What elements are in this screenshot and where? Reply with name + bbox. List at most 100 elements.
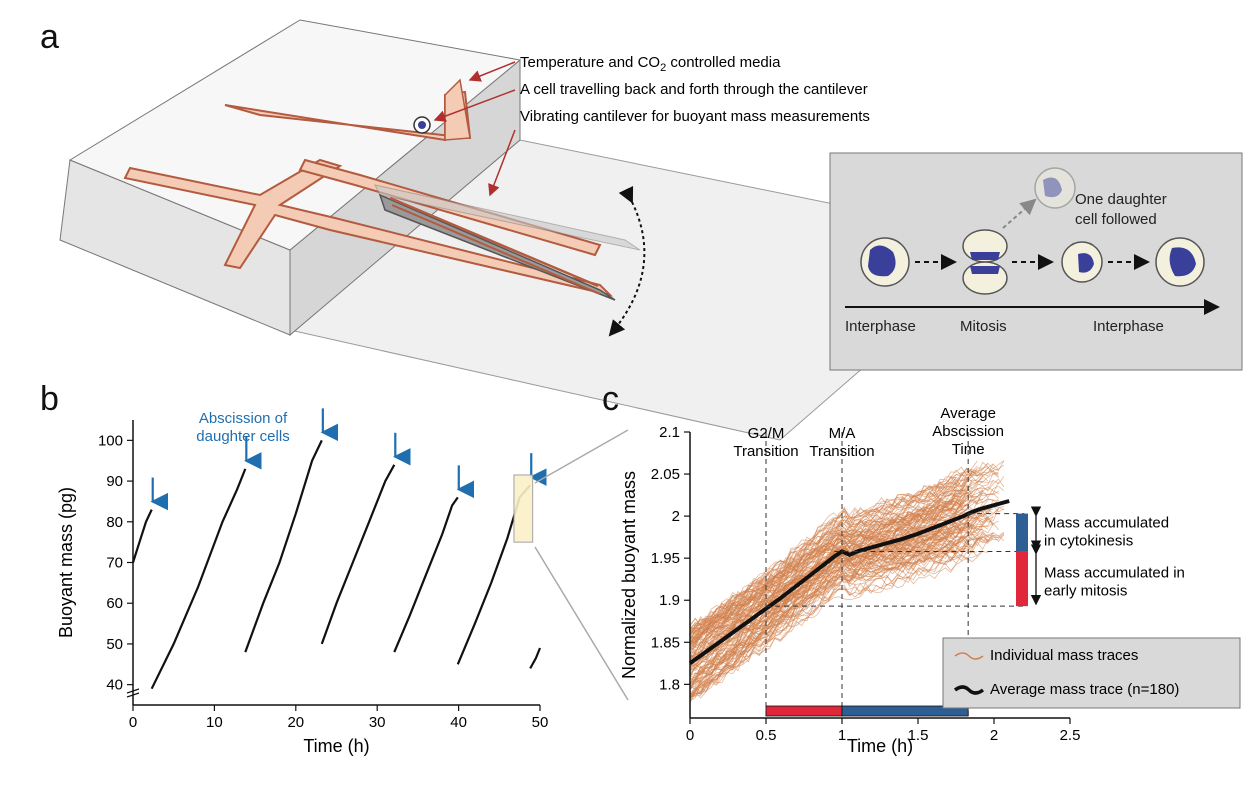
zoom-connector — [513, 429, 629, 701]
c-individual-trace — [689, 467, 999, 630]
c-individual-trace — [689, 499, 967, 643]
mitosis-cell — [962, 229, 1008, 295]
c-x-tick-label: 1.5 — [908, 727, 929, 744]
inset-caption-2: cell followed — [1075, 211, 1157, 228]
c-phase-bar-cytokinesis — [841, 705, 969, 717]
c-legend-individual-label: Individual mass traces — [990, 647, 1138, 664]
c-y-axis-label: Normalized buoyant mass — [619, 471, 639, 679]
c-y-tick-label: 1.8 — [659, 676, 680, 693]
c-early-mitosis-label-2: early mitosis — [1044, 582, 1127, 599]
phase-label-interphase-1: Interphase — [845, 318, 916, 335]
c-cytokinesis-label-2: in cytokinesis — [1044, 533, 1133, 550]
c-legend-average-swatch — [953, 685, 985, 695]
c-early-mitosis-label-1: Mass accumulated in — [1044, 564, 1185, 581]
c-individual-trace — [689, 505, 967, 651]
b-x-tick-label: 20 — [287, 714, 304, 731]
c-cytokinesis-label-1: Mass accumulated — [1044, 515, 1169, 532]
c-early-mitosis-bar — [1016, 551, 1028, 607]
c-x-tick-label: 2 — [990, 727, 998, 744]
c-average-trace — [688, 499, 1010, 665]
c-individual-trace — [689, 551, 978, 697]
c-legend: Individual mass traces Average mass trace… — [942, 637, 1241, 709]
b-mass-trace — [529, 647, 542, 669]
c-phase-label: Average — [940, 405, 996, 422]
b-y-tick-label: 80 — [106, 514, 123, 531]
c-individual-trace — [689, 508, 967, 688]
phase-label-interphase-2: Interphase — [1093, 318, 1164, 335]
c-individual-traces — [689, 460, 1005, 704]
b-mass-trace — [131, 509, 153, 563]
c-individual-trace — [689, 492, 983, 699]
c-x-tick-label: 0.5 — [756, 727, 777, 744]
c-x-tick-label: 2.5 — [1060, 727, 1081, 744]
b-y-axis-label: Buoyant mass (pg) — [56, 487, 76, 638]
c-cytokinesis-bar — [1016, 513, 1028, 552]
c-phase-label: Time — [952, 441, 985, 458]
c-x-tick-label: 0 — [686, 727, 694, 744]
c-y-tick-label: 1.9 — [659, 592, 680, 609]
b-y-tick-label: 50 — [106, 636, 123, 653]
panel-letter-c: c — [602, 380, 619, 418]
phase-label-mitosis: Mitosis — [960, 318, 1007, 335]
b-x-axis-label: Time (h) — [303, 736, 369, 756]
c-phase-label: Abscission — [932, 423, 1004, 440]
daughter-cell — [1061, 241, 1103, 283]
b-x-tick-label: 50 — [532, 714, 549, 731]
label-cantilever: Vibrating cantilever for buoyant mass me… — [520, 108, 870, 125]
lost-daughter-cell — [1034, 167, 1076, 209]
label-media: Temperature and CO2 controlled media — [520, 54, 781, 74]
c-individual-trace — [689, 551, 957, 667]
chart-b: 0 10 20 30 40 50 40 50 60 70 80 90 100 Abscission ofd… — [56, 408, 548, 756]
c-phase-label: Transition — [809, 443, 874, 460]
b-axis-break — [126, 688, 140, 698]
c-y-tick-label: 1.85 — [651, 634, 680, 651]
b-x-tick-label: 40 — [450, 714, 467, 731]
c-x-axis-label: Time (h) — [847, 736, 913, 756]
panel-letter-a: a — [40, 18, 59, 56]
b-x-tick-label: 0 — [129, 714, 137, 731]
block-top — [68, 19, 522, 251]
c-y-tick-label: 2 — [672, 508, 680, 525]
b-y-tick-label: 40 — [106, 677, 123, 694]
chart-c: 0 0.5 1 1.5 2 2.5 1.8 1.85 1.9 1.95 2 2.05 2.1 Time (… — [619, 405, 1241, 756]
panel-letter-b: b — [40, 380, 59, 418]
b-mass-trace — [150, 468, 247, 690]
interphase-cell-1 — [860, 237, 910, 287]
c-phase-label: G2/M — [748, 425, 785, 442]
b-x-tick-label: 30 — [369, 714, 386, 731]
c-individual-trace — [689, 498, 978, 639]
c-legend-average-label: Average mass trace (n=180) — [990, 681, 1179, 698]
cantilever — [374, 184, 641, 301]
b-y-tick-label: 70 — [106, 555, 123, 572]
c-individual-trace — [689, 505, 957, 691]
interphase-cell-2 — [1155, 237, 1205, 287]
b-x-tick-label: 10 — [206, 714, 223, 731]
c-y-tick-label: 2.1 — [659, 424, 680, 441]
c-individual-trace — [689, 464, 1005, 685]
b-y-tick-label: 60 — [106, 595, 123, 612]
c-individual-trace — [689, 465, 978, 660]
inset-caption-1: One daughter — [1075, 191, 1167, 208]
c-x-tick-label: 1 — [838, 727, 846, 744]
b-mass-trace — [244, 439, 323, 653]
b-y-tick-label: 90 — [106, 473, 123, 490]
c-legend-box — [942, 637, 1241, 709]
c-individual-trace — [689, 460, 978, 636]
c-legend-individual-swatch — [954, 652, 984, 660]
c-individual-trace — [689, 508, 978, 629]
c-y-tick-label: 2.05 — [651, 466, 680, 483]
c-individual-trace — [689, 494, 962, 645]
label-travelling-cell: A cell travelling back and forth through… — [520, 81, 868, 98]
b-mass-trace — [393, 496, 459, 653]
c-individual-trace — [689, 534, 978, 685]
c-phase-bar-mitosis — [765, 705, 843, 717]
c-phase-label: Transition — [733, 443, 798, 460]
b-annotation-line1: Abscission of — [199, 410, 288, 427]
cell-cycle-inset: One daughter cell followed Interphase Mi… — [829, 152, 1243, 371]
b-y-tick-label: 100 — [98, 432, 123, 449]
c-individual-trace — [689, 487, 973, 698]
b-mass-trace — [320, 464, 396, 645]
c-phase-label: M/A — [829, 425, 856, 442]
b-annotation-line2: daughter cells — [196, 428, 289, 445]
